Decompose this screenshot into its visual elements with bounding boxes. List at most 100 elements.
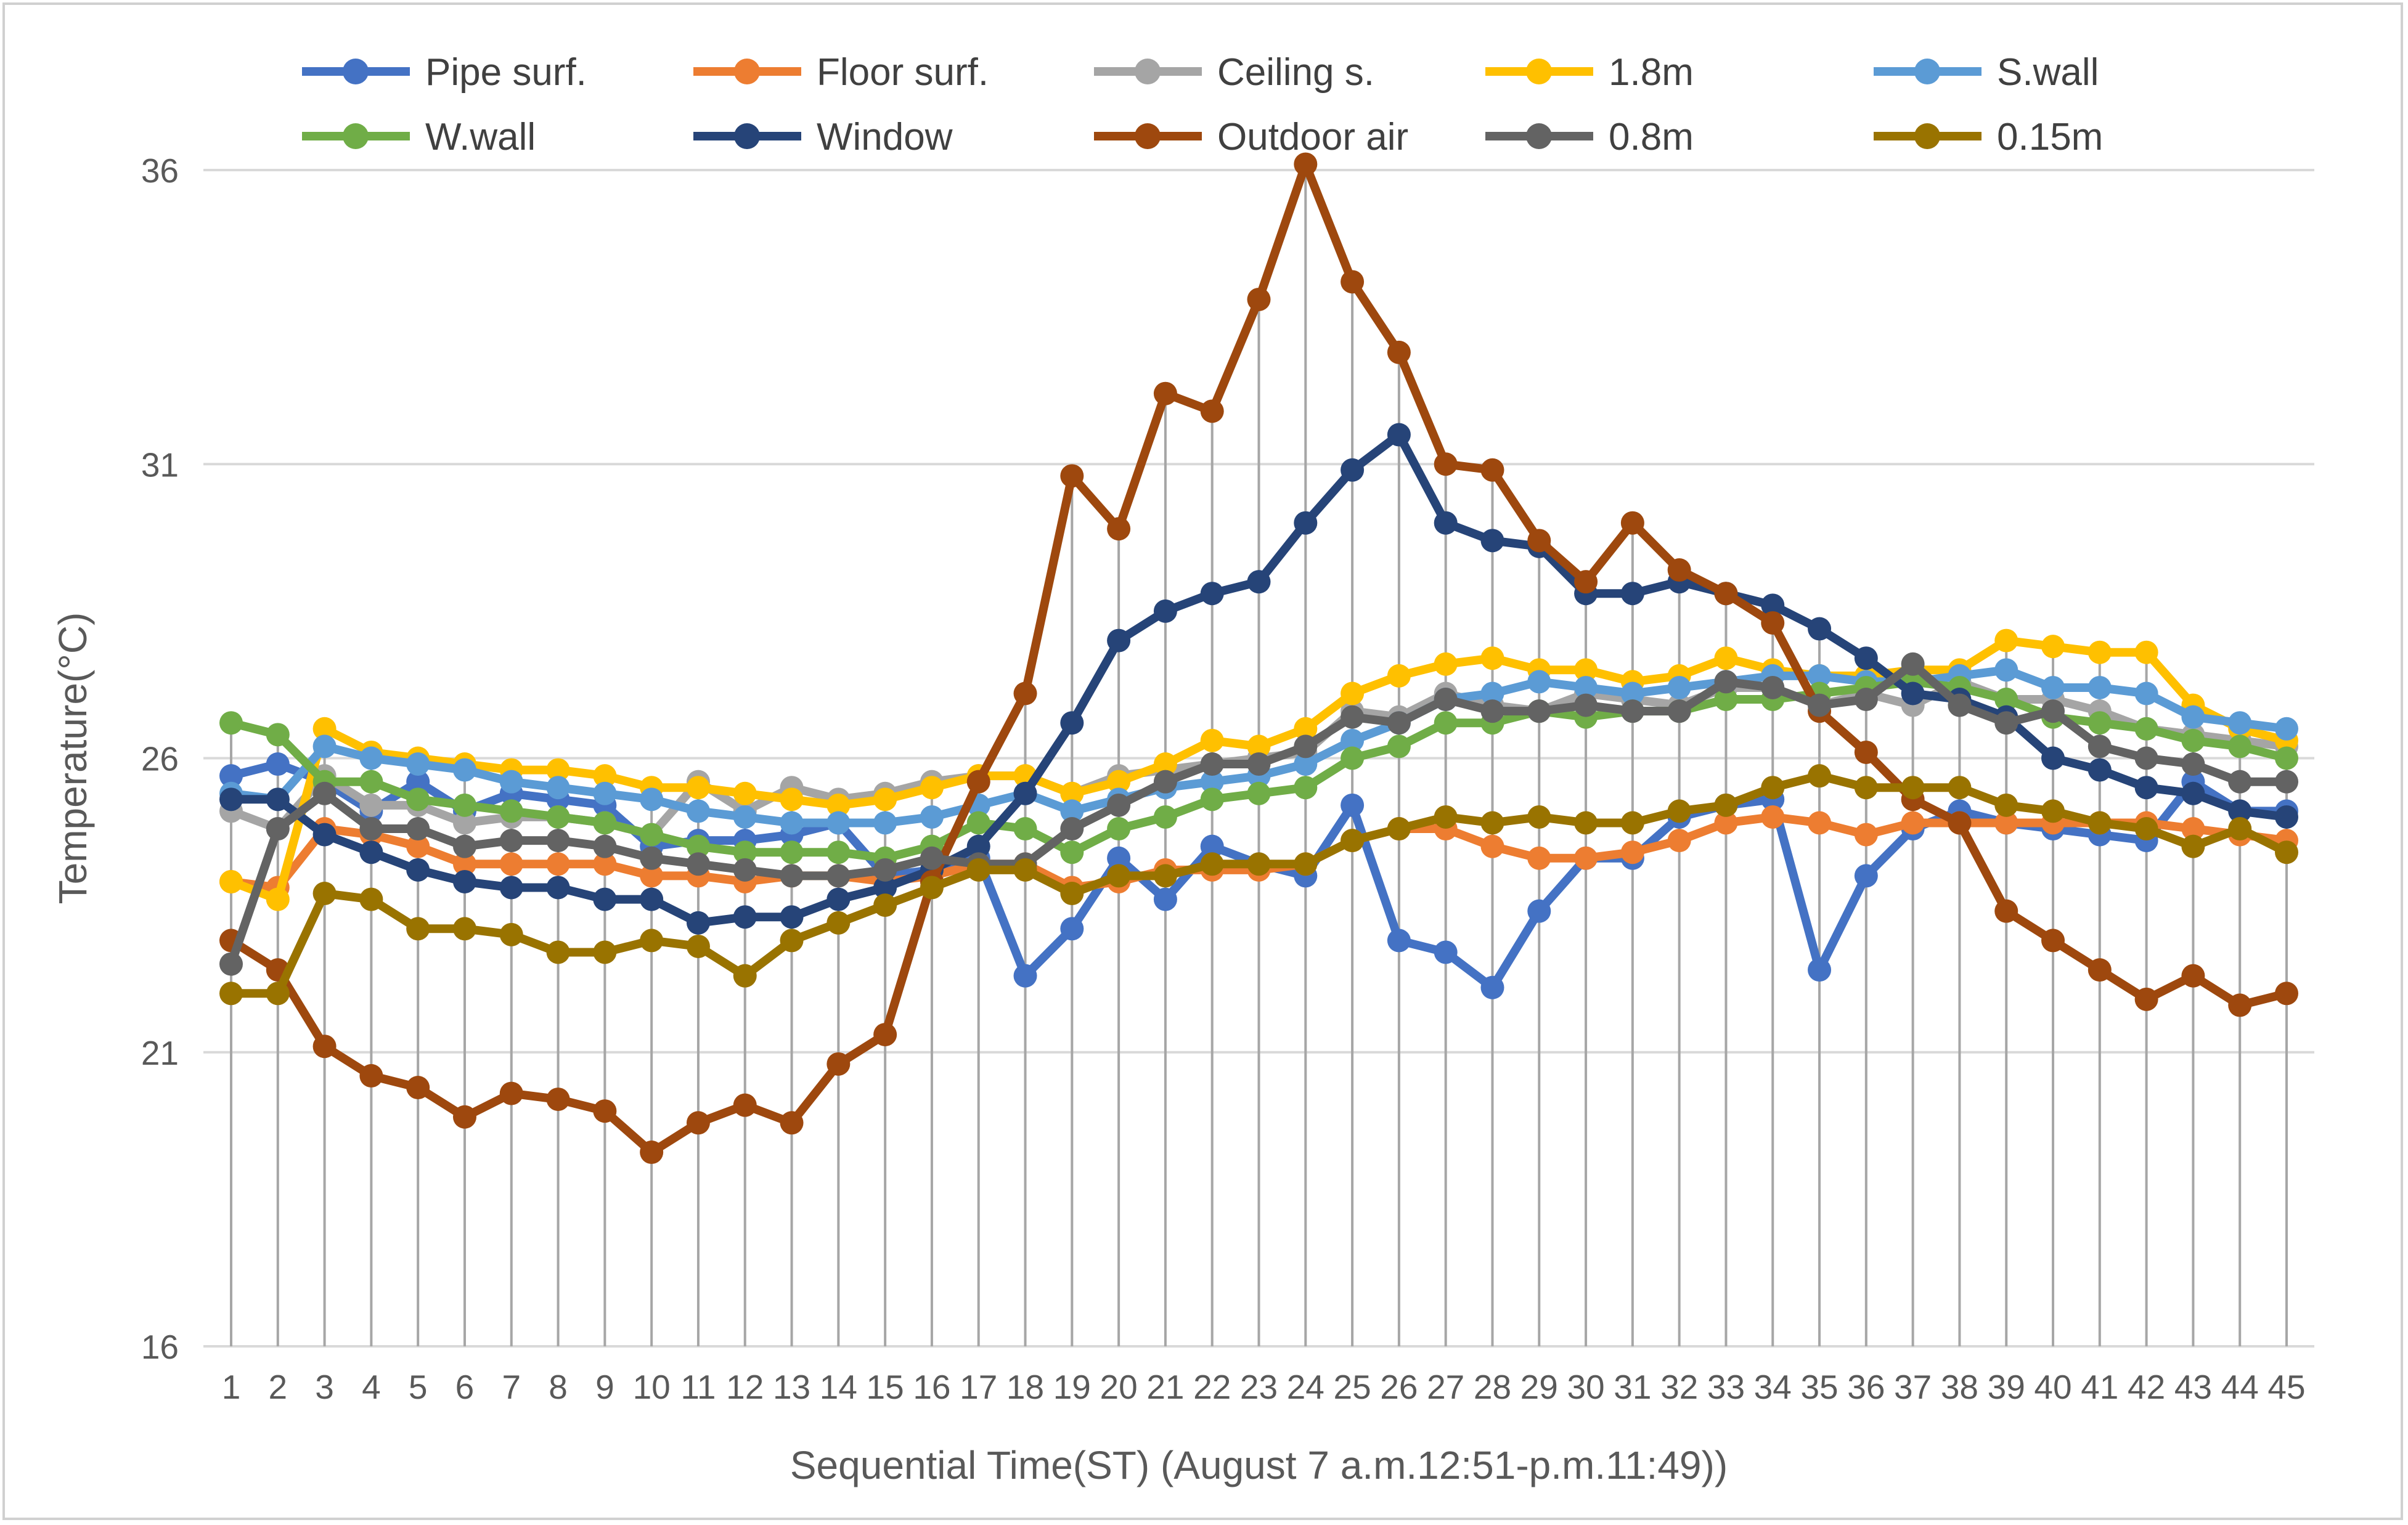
data-point bbox=[1387, 664, 1411, 688]
data-point bbox=[1434, 940, 1458, 964]
data-point bbox=[2041, 929, 2065, 953]
data-point bbox=[640, 823, 664, 847]
data-point bbox=[1667, 558, 1691, 582]
data-point bbox=[499, 799, 523, 823]
data-point bbox=[1247, 570, 1271, 594]
legend-item: 1.8m bbox=[1485, 51, 1694, 94]
data-point bbox=[780, 787, 804, 811]
legend-label: 0.15m bbox=[1997, 116, 2103, 158]
data-point bbox=[1527, 670, 1551, 694]
data-point bbox=[1247, 287, 1271, 311]
x-tick-label: 19 bbox=[1053, 1368, 1091, 1406]
data-point bbox=[1434, 452, 1458, 476]
x-tick-label: 5 bbox=[409, 1368, 428, 1406]
data-point bbox=[1948, 776, 1972, 800]
data-point bbox=[1527, 846, 1551, 870]
data-point bbox=[1667, 675, 1691, 699]
data-point bbox=[546, 758, 570, 782]
data-point bbox=[966, 811, 990, 835]
data-point bbox=[1200, 752, 1224, 776]
data-point bbox=[1714, 646, 1738, 670]
data-point bbox=[312, 734, 337, 758]
y-tick-label: 26 bbox=[141, 740, 179, 778]
data-point bbox=[1901, 811, 1925, 835]
data-point bbox=[359, 840, 383, 864]
data-point bbox=[2275, 746, 2298, 770]
data-point bbox=[1808, 664, 1832, 688]
data-point bbox=[1247, 852, 1271, 876]
data-point bbox=[452, 758, 476, 782]
x-tick-label: 2 bbox=[268, 1368, 287, 1406]
data-point bbox=[266, 723, 290, 747]
data-point bbox=[1901, 681, 1925, 706]
data-point bbox=[1013, 858, 1037, 882]
data-point bbox=[1527, 529, 1551, 553]
data-point bbox=[1387, 734, 1411, 758]
data-point bbox=[1434, 511, 1458, 535]
data-point bbox=[1294, 511, 1318, 535]
data-point bbox=[359, 817, 383, 841]
legend-label: W.wall bbox=[425, 116, 536, 158]
data-point bbox=[1200, 399, 1224, 423]
legend-label: S.wall bbox=[1997, 51, 2099, 94]
data-point bbox=[966, 770, 990, 794]
data-point bbox=[920, 776, 944, 800]
data-point bbox=[593, 1099, 617, 1123]
data-point bbox=[640, 887, 664, 911]
data-point bbox=[1854, 864, 1878, 888]
data-point bbox=[1854, 823, 1878, 847]
x-tick-label: 27 bbox=[1427, 1368, 1464, 1406]
x-tick-label: 37 bbox=[1894, 1368, 1932, 1406]
data-point bbox=[452, 852, 476, 876]
data-point bbox=[873, 893, 897, 917]
x-tick-label: 24 bbox=[1287, 1368, 1324, 1406]
data-point bbox=[452, 793, 476, 817]
data-point bbox=[1153, 864, 1177, 888]
data-point bbox=[219, 711, 243, 735]
data-point bbox=[266, 887, 290, 911]
data-point bbox=[406, 834, 430, 858]
x-tick-label: 10 bbox=[633, 1368, 671, 1406]
legend-swatch-marker bbox=[734, 123, 760, 149]
legend-label: Window bbox=[817, 116, 953, 158]
data-point bbox=[1994, 688, 2018, 712]
data-point bbox=[1341, 793, 1365, 817]
x-tick-label: 44 bbox=[2221, 1368, 2259, 1406]
data-point bbox=[1480, 699, 1504, 723]
x-tick-label: 41 bbox=[2081, 1368, 2118, 1406]
data-point bbox=[2041, 635, 2065, 659]
legend-label: Outdoor air bbox=[1217, 116, 1408, 158]
data-point bbox=[1714, 793, 1738, 817]
data-point bbox=[499, 770, 523, 794]
data-point bbox=[2088, 734, 2112, 758]
data-point bbox=[2134, 817, 2158, 841]
legend-swatch-marker bbox=[343, 59, 369, 84]
data-point bbox=[499, 922, 523, 946]
data-point bbox=[1387, 340, 1411, 364]
series-outdoor-air bbox=[219, 152, 2298, 1165]
data-point bbox=[1434, 711, 1458, 735]
data-point bbox=[1620, 811, 1644, 835]
data-point bbox=[546, 940, 570, 964]
data-point bbox=[1620, 681, 1644, 706]
data-point bbox=[686, 834, 710, 858]
data-point bbox=[1387, 423, 1411, 447]
x-tick-label: 9 bbox=[595, 1368, 614, 1406]
data-point bbox=[1060, 817, 1084, 841]
data-point bbox=[1574, 570, 1598, 594]
data-point bbox=[593, 764, 617, 788]
data-point bbox=[1620, 582, 1644, 606]
data-point bbox=[1434, 652, 1458, 676]
data-point bbox=[2134, 640, 2158, 664]
data-point bbox=[1761, 593, 1785, 617]
legend-item: S.wall bbox=[1874, 51, 2099, 94]
data-point bbox=[1948, 693, 1972, 717]
data-point bbox=[359, 746, 383, 770]
data-point bbox=[359, 1063, 383, 1088]
x-tick-label: 16 bbox=[913, 1368, 950, 1406]
data-point bbox=[1994, 628, 2018, 653]
data-point bbox=[2181, 817, 2205, 841]
data-point bbox=[2181, 705, 2205, 729]
x-tick-label: 6 bbox=[455, 1368, 475, 1406]
